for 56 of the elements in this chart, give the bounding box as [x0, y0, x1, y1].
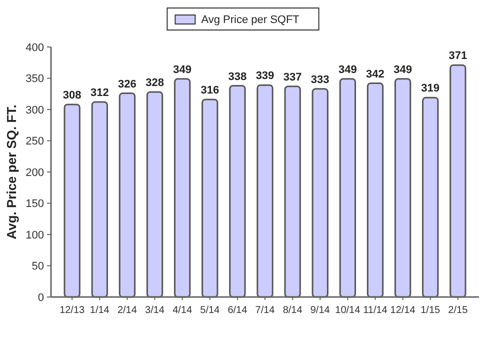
bar	[366, 82, 384, 298]
data-label: 312	[90, 87, 109, 99]
bar	[422, 96, 439, 298]
legend-label: Avg Price per SQFT	[201, 14, 300, 26]
bar	[202, 98, 218, 298]
y-tick-label: 200	[26, 166, 44, 179]
data-label: 342	[366, 68, 384, 80]
y-tick-label: 350	[26, 73, 44, 86]
bar	[174, 78, 191, 298]
bar	[450, 64, 466, 298]
data-label: 328	[146, 77, 164, 89]
bar	[91, 101, 108, 298]
bar	[284, 86, 301, 298]
x-tick-label: 2/15	[448, 305, 468, 316]
bar	[312, 88, 328, 298]
data-label: 371	[448, 50, 468, 62]
x-tick-label: 1/14	[90, 305, 110, 316]
y-tick-label: 250	[26, 136, 44, 148]
x-tick-label: 12/14	[390, 305, 416, 316]
data-label: 337	[283, 71, 302, 84]
bar	[339, 78, 356, 298]
y-tick-label: 50	[32, 260, 44, 273]
data-label: 326	[118, 78, 136, 90]
x-tick-label: 10/14	[335, 305, 361, 316]
x-tick-label: 7/14	[255, 305, 276, 316]
data-label: 349	[173, 64, 192, 76]
x-tick-label: 5/14	[200, 305, 220, 316]
data-label: 319	[421, 82, 440, 95]
data-label: 339	[256, 70, 274, 82]
data-label: 308	[62, 90, 82, 102]
y-tick-label: 300	[26, 104, 44, 116]
x-tick-label: 1/15	[420, 305, 441, 316]
y-tick-label: 100	[26, 229, 44, 242]
bar	[146, 91, 164, 298]
bar	[64, 104, 80, 298]
bar	[118, 92, 136, 298]
bar	[229, 85, 246, 298]
bar	[256, 84, 274, 298]
y-tick-label: 0	[38, 292, 44, 304]
x-tick-label: 4/14	[172, 305, 192, 316]
data-label: 316	[200, 84, 220, 96]
x-tick-label: 12/13	[60, 305, 86, 316]
x-tick-label: 3/14	[145, 305, 165, 316]
y-tick-label: 400	[26, 42, 44, 54]
bar	[394, 78, 412, 298]
x-tick-label: 9/14	[310, 305, 330, 316]
x-tick-label: 6/14	[228, 305, 248, 316]
data-label: 349	[338, 64, 357, 76]
x-tick-label: 8/14	[282, 305, 303, 316]
y-tick-label: 150	[26, 198, 44, 210]
y-axis-title: Avg. Price per SQ. FT.	[4, 104, 19, 240]
x-tick-label: 2/14	[117, 305, 138, 316]
data-label: 349	[394, 64, 412, 76]
x-tick-label: 11/14	[363, 305, 388, 316]
data-label: 333	[310, 74, 330, 86]
data-label: 338	[228, 70, 247, 83]
